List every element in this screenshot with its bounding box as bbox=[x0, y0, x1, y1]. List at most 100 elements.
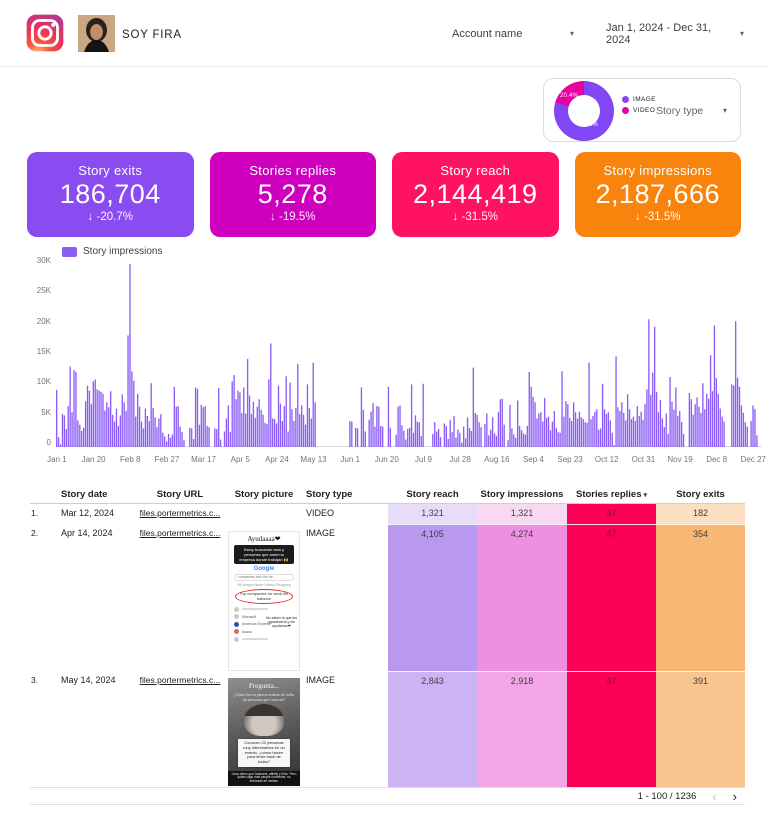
x-axis-tick-label: Jun 1 bbox=[340, 455, 360, 464]
story-url-link[interactable]: files.portermetrics.c... bbox=[139, 675, 221, 685]
scorecard-value: 5,278 bbox=[257, 179, 328, 209]
table-header-row: Story date Story URL Story picture Story… bbox=[30, 487, 745, 504]
date-range-label: Jan 1, 2024 - Dec 31, 2024 bbox=[606, 22, 712, 46]
column-header-stories-replies[interactable]: Stories replies ▾ bbox=[567, 489, 656, 500]
stories-replies-cell: 47 bbox=[567, 671, 656, 787]
x-axis-tick-label: Aug 16 bbox=[484, 455, 510, 464]
list-item-label: American Express bbox=[242, 622, 271, 626]
story-image-note: Estoy buscando esto y personas que amen … bbox=[233, 545, 295, 564]
donut-ring: 20.4% 79.6% bbox=[554, 81, 614, 141]
chevron-down-icon: ▾ bbox=[739, 29, 744, 38]
down-arrow-icon: ↓ bbox=[87, 211, 94, 223]
x-axis-tick-label: Apr 24 bbox=[265, 455, 289, 464]
hair-shape bbox=[244, 704, 284, 716]
row-index: 3. bbox=[31, 675, 39, 685]
story-picture-thumbnail: Ayudaaaa❤ Estoy buscando esto y personas… bbox=[228, 531, 300, 671]
legend-item-video: VIDEO bbox=[622, 107, 656, 114]
y-axis-tick-label: 20K bbox=[36, 316, 51, 326]
x-axis-tick-label: Oct 31 bbox=[631, 455, 656, 464]
story-impressions-cell: 1,321 bbox=[477, 504, 567, 524]
column-header-story-type[interactable]: Story type bbox=[306, 489, 353, 500]
story-exits-cell: 182 bbox=[656, 504, 745, 524]
list-item: Asana bbox=[234, 629, 294, 634]
down-arrow-icon: ↓ bbox=[452, 211, 459, 223]
x-axis: Jan 1 Jan 20 Feb 8 Feb 27 Mar 17 Apr 5 Apr 24 M… bbox=[47, 451, 766, 465]
scorecard-change: ↓ -31.5% bbox=[575, 211, 742, 223]
story-reach-cell: 4,105 bbox=[388, 524, 477, 671]
stories-replies-header-label: Stories replies bbox=[576, 489, 642, 500]
story-type-legend: IMAGE VIDEO bbox=[622, 96, 656, 114]
date-range-dropdown[interactable]: Jan 1, 2024 - Dec 31, 2024 ▾ bbox=[606, 22, 744, 46]
x-axis-tick-label: Sep 4 bbox=[522, 455, 544, 464]
story-type-cell: IMAGE bbox=[306, 675, 336, 685]
image-legend-label: IMAGE bbox=[633, 96, 656, 103]
story-type-donut-chart: 20.4% 79.6% bbox=[554, 81, 614, 141]
scorecard-title: Story exits bbox=[78, 163, 143, 178]
previous-page-icon[interactable]: ‹ bbox=[712, 788, 717, 804]
list-item bbox=[234, 636, 294, 642]
x-axis-tick-label: Dec 8 bbox=[706, 455, 728, 464]
story-image-title: Ayudaaaa❤ bbox=[247, 535, 281, 543]
change-value: -20.7% bbox=[96, 211, 133, 223]
favicon-dot bbox=[234, 621, 239, 627]
column-header-story-reach[interactable]: Story reach bbox=[406, 489, 459, 500]
column-header-story-exits[interactable]: Story exits bbox=[676, 489, 725, 500]
scorecard-title: Stories replies bbox=[249, 163, 337, 178]
impressions-bar-chart: Story impressions 30K 25K 20K 15K 10K 5K 0 Jan… bbox=[30, 246, 766, 465]
donut-hole bbox=[568, 95, 600, 127]
story-picture-thumbnail: Pregunta... ¿Cómo hacen para acordarse d… bbox=[228, 678, 300, 786]
scorecard-change: ↓ -31.5% bbox=[392, 211, 559, 223]
search-result-list: Microsoft American Express Asana bbox=[229, 606, 299, 642]
stories-replies-cell: 47 bbox=[567, 504, 656, 524]
top-bar: SOY FIRA Account name ▾ Jan 1, 2024 - De… bbox=[0, 0, 768, 67]
stories-replies-cell: 47 bbox=[567, 524, 656, 671]
story-url-cell: files.portermetrics.c... bbox=[136, 504, 224, 524]
x-axis-tick-label: Jan 1 bbox=[47, 455, 67, 464]
row-index: 1. bbox=[31, 508, 39, 518]
list-item-label: Asana bbox=[242, 629, 252, 634]
column-header-story-impressions[interactable]: Story impressions bbox=[480, 489, 564, 500]
story-url-link[interactable]: files.portermetrics.c... bbox=[139, 528, 221, 538]
y-axis-tick-label: 0 bbox=[46, 437, 51, 447]
story-type-cell: IMAGE bbox=[306, 528, 336, 538]
x-axis-tick-label: May 13 bbox=[300, 455, 327, 464]
chevron-down-icon: ▾ bbox=[569, 29, 574, 38]
column-header-story-url[interactable]: Story URL bbox=[156, 489, 204, 500]
x-axis-tick-label: Jan 20 bbox=[81, 455, 106, 464]
account-filter-dropdown[interactable]: Account name ▾ bbox=[452, 24, 574, 44]
story-reach-cell: 1,321 bbox=[388, 504, 477, 524]
sort-desc-icon: ▾ bbox=[643, 492, 647, 499]
story-url-link[interactable]: files.portermetrics.c... bbox=[139, 508, 221, 518]
story-url-cell: files.portermetrics.c... bbox=[136, 671, 224, 787]
story-type-filter-label[interactable]: Story type bbox=[656, 105, 704, 117]
story-image-title: Pregunta... bbox=[248, 682, 280, 690]
chart-legend-label: Story impressions bbox=[83, 246, 163, 257]
account-filter-label: Account name bbox=[452, 28, 523, 40]
chevron-down-icon[interactable]: ▾ bbox=[722, 106, 727, 115]
story-exits-cell: 391 bbox=[656, 671, 745, 787]
video-legend-label: VIDEO bbox=[633, 107, 656, 114]
next-page-icon[interactable]: › bbox=[732, 788, 737, 804]
bar-chart-plot bbox=[56, 261, 762, 447]
column-header-story-date[interactable]: Story date bbox=[61, 489, 108, 500]
x-axis-tick-label: Feb 8 bbox=[120, 455, 141, 464]
x-axis-tick-label: Nov 19 bbox=[667, 455, 693, 464]
favicon-dot bbox=[234, 636, 239, 642]
scorecard-story-reach: Story reach 2,144,419 ↓ -31.5% bbox=[392, 152, 559, 237]
scorecard-stories-replies: Stories replies 5,278 ↓ -19.5% bbox=[209, 152, 377, 237]
y-axis: 30K 25K 20K 15K 10K 5K 0 bbox=[30, 257, 56, 447]
story-date-cell: May 14, 2024 bbox=[61, 675, 116, 685]
scorecard-row: Story exits 186,704 ↓ -20.7% Stories rep… bbox=[27, 152, 741, 237]
change-value: -31.5% bbox=[461, 211, 498, 223]
chart-body: 30K 25K 20K 15K 10K 5K 0 bbox=[30, 257, 762, 451]
table-pagination: 1 - 100 / 1236 ‹ › bbox=[30, 787, 745, 805]
favicon-dot bbox=[234, 614, 239, 619]
scorecard-change: ↓ -19.5% bbox=[210, 211, 377, 223]
column-header-story-picture[interactable]: Story picture bbox=[234, 489, 294, 500]
story-type-cell: VIDEO bbox=[306, 508, 335, 518]
x-axis-tick-label: Oct 12 bbox=[594, 455, 619, 464]
story-url-cell: files.portermetrics.c... bbox=[136, 524, 224, 671]
table-row: 2. Apr 14, 2024 files.portermetrics.c...… bbox=[30, 524, 745, 671]
story-date-cell: Mar 12, 2024 bbox=[61, 508, 115, 518]
x-axis-tick-label: Jul 28 bbox=[449, 455, 471, 464]
